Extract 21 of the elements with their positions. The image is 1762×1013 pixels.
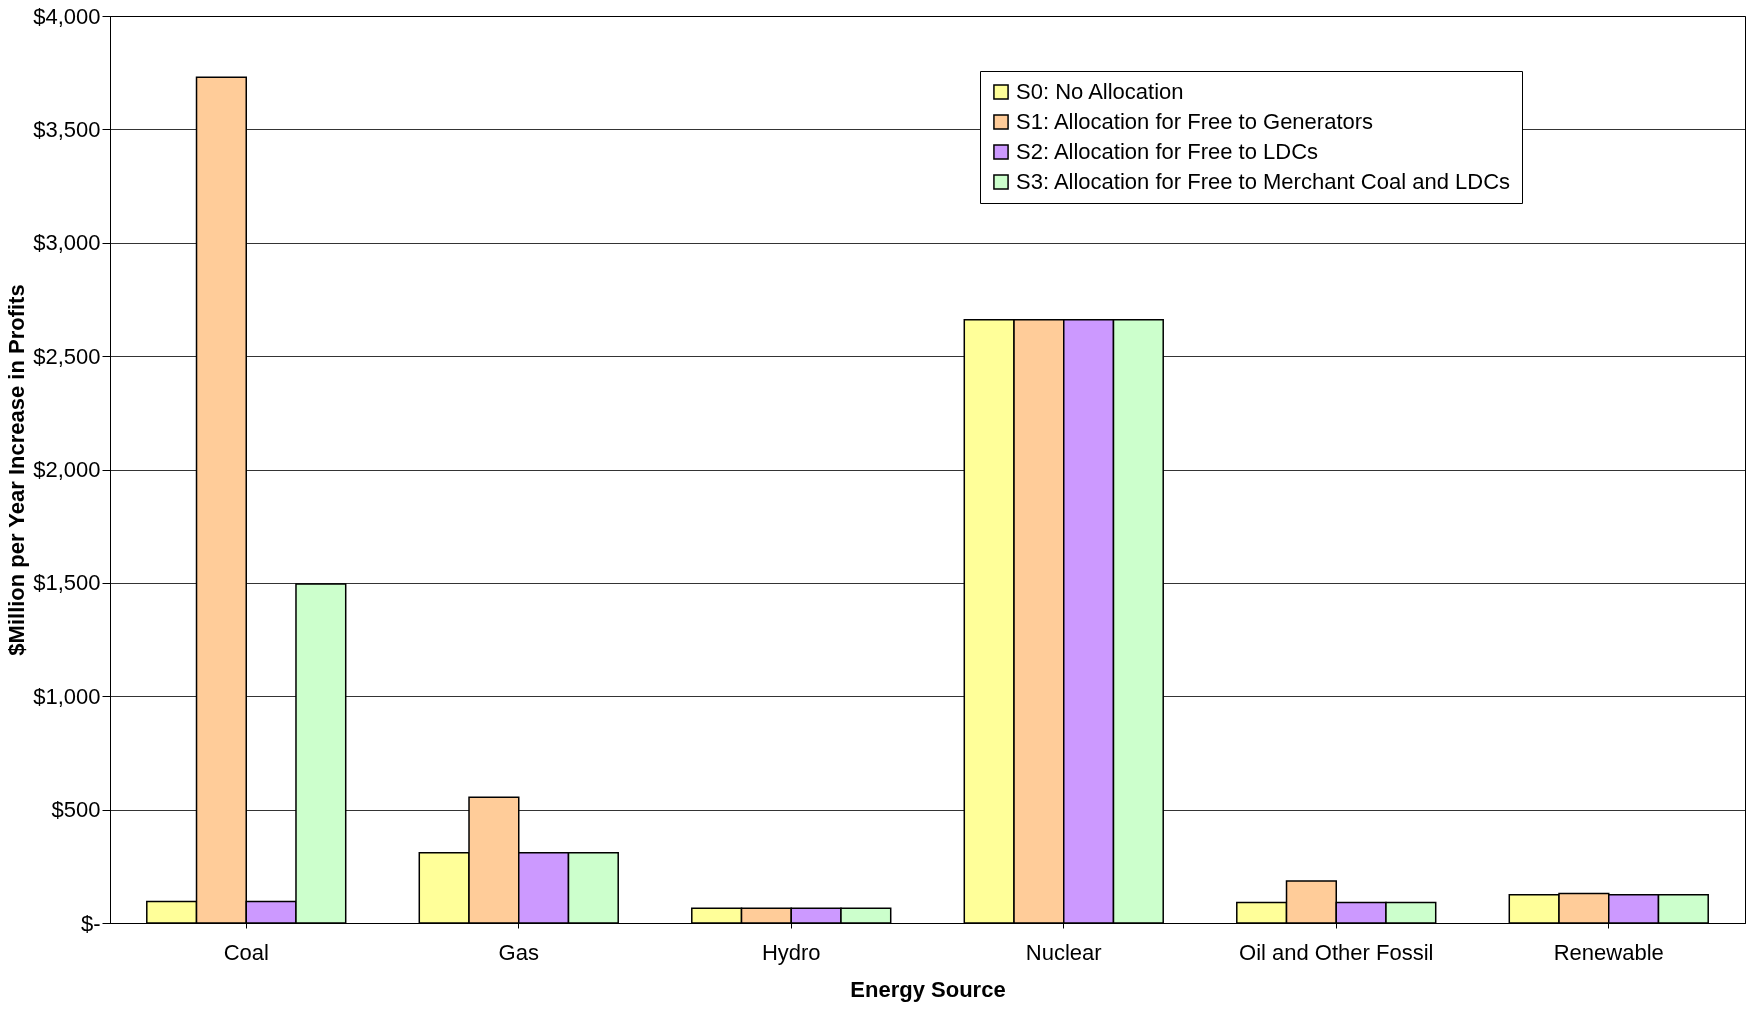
x-tick-label: Nuclear <box>1025 939 1102 965</box>
y-tick-label: $4,000 <box>33 3 101 29</box>
y-axis-title: $Million per Year Increase in Profits <box>4 284 30 656</box>
legend-label: S1: Allocation for Free to Generators <box>1016 109 1374 134</box>
y-tick-label: $2,000 <box>33 457 101 482</box>
x-tick-label: Coal <box>223 939 269 965</box>
x-tick-label: Oil and Other Fossil <box>1239 939 1434 965</box>
legend-label: S3: Allocation for Free to Merchant Coal and LDCs <box>1016 169 1511 194</box>
x-tick-label: Renewable <box>1553 939 1664 965</box>
y-tick-label: $- <box>80 910 101 936</box>
legend-label: S2: Allocation for Free to LDCs <box>1016 139 1319 164</box>
y-tick-label: $2,500 <box>33 343 101 369</box>
x-axis-title: Energy Source <box>850 976 1006 1002</box>
y-tick-label: $1,000 <box>33 683 101 709</box>
x-tick-label: Hydro <box>761 939 821 965</box>
x-tick-label: Gas <box>498 939 539 965</box>
y-tick-label: $1,500 <box>33 570 101 596</box>
y-tick-label: $3,500 <box>33 116 101 142</box>
y-tick-label: $3,000 <box>33 230 101 256</box>
y-tick-label: $500 <box>51 797 101 823</box>
legend-label: S0: No Allocation <box>1016 79 1184 104</box>
